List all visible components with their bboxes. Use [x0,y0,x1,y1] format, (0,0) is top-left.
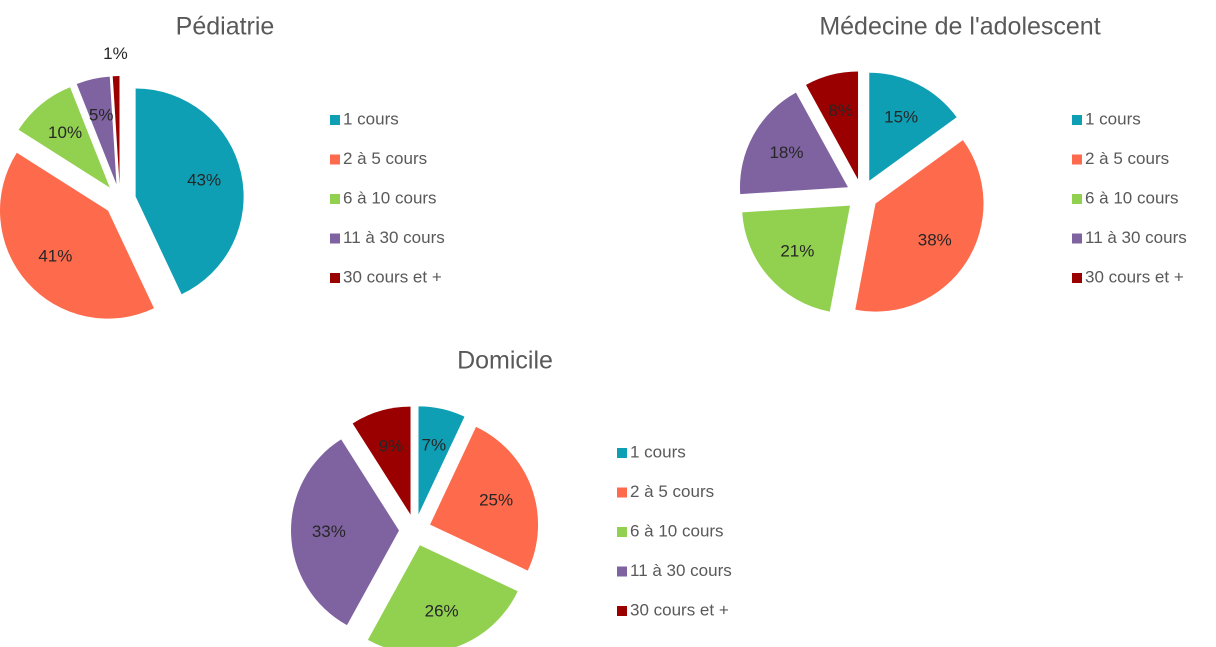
legend-label: 30 cours et + [1085,267,1184,286]
legend-label: 30 cours et + [343,267,442,286]
pie-slice [18,87,110,188]
data-label: 18% [769,143,803,162]
legend-swatch [330,154,340,165]
legend-label: 30 cours et + [630,600,729,619]
pie-slice [76,76,117,185]
legend-label: 2 à 5 cours [630,482,714,501]
data-label: 43% [187,171,221,190]
legend-label: 1 cours [1085,109,1141,128]
data-label: 41% [38,246,72,265]
legend-swatch [330,115,340,125]
data-label: 33% [312,522,346,541]
pie-slice [869,72,957,181]
data-label: 9% [379,437,404,456]
legend-swatch [617,448,627,458]
data-label: 1% [103,44,128,63]
data-label: 25% [479,490,513,509]
chart-title: Pédiatrie [176,13,275,41]
chart-title: Médecine de l'adolescent [819,13,1100,41]
legend-label: 11 à 30 cours [343,228,445,247]
data-label: 7% [422,435,447,454]
pie-slice [742,205,850,312]
data-label: 38% [918,231,952,250]
pie-slice [135,88,244,295]
data-label: 8% [828,101,853,120]
pie-slice [352,406,411,515]
pie-slice [739,92,848,195]
data-label: 10% [48,123,82,142]
legend-swatch [1072,154,1082,165]
legend-swatch [1072,273,1082,283]
legend-label: 11 à 30 cours [630,561,732,580]
pie-slice [112,76,120,185]
legend-label: 2 à 5 cours [1085,149,1169,168]
chart-title: Domicile [457,347,553,375]
pie-slice [430,426,539,571]
legend-label: 6 à 10 cours [630,521,724,540]
data-label: 21% [780,241,814,260]
legend-label: 11 à 30 cours [1085,228,1187,247]
legend-swatch [1072,233,1082,244]
pie-slice [367,545,518,647]
pie-slice [418,406,465,515]
data-label: 5% [89,105,114,124]
legend-label: 1 cours [343,109,399,128]
data-label: 26% [425,601,459,620]
legend-swatch [617,527,627,537]
legend-swatch [330,194,340,204]
legend-label: 2 à 5 cours [343,149,427,168]
pie-slice [855,140,984,312]
legend-swatch [617,566,627,577]
pie-slice [805,71,859,180]
legend-swatch [330,233,340,244]
legend-swatch [1072,194,1082,204]
legend-swatch [617,487,627,498]
legend-label: 1 cours [630,442,686,461]
legend-swatch [617,606,627,616]
pie-slice [0,152,154,319]
legend-label: 6 à 10 cours [1085,188,1179,207]
legend-swatch [330,273,340,283]
pie-slice [291,439,400,626]
data-label: 15% [884,108,918,127]
legend-label: 6 à 10 cours [343,188,437,207]
legend-swatch [1072,115,1082,125]
